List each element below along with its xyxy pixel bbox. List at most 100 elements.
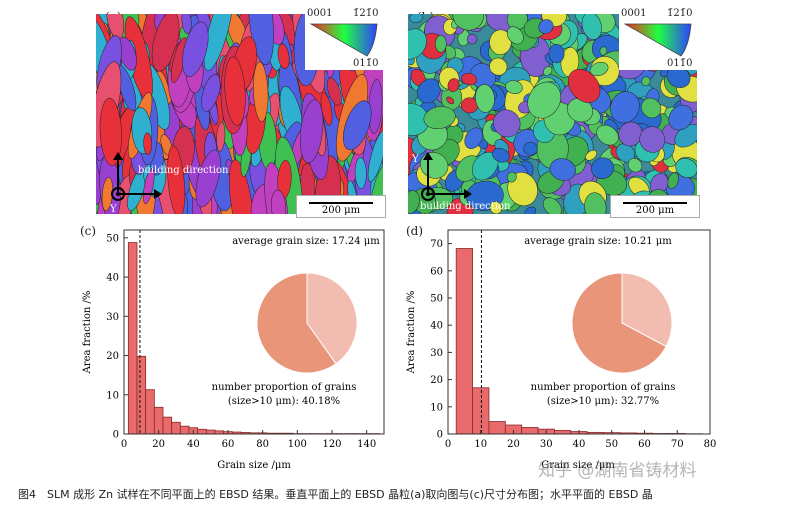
grain-ebsd-b-397 <box>639 126 666 153</box>
x-tick-label-d-5: 50 <box>605 439 618 450</box>
ipf-key-0001: 0001 <box>307 8 333 19</box>
grain-ebsd-a-277 <box>367 130 383 183</box>
proportion-line1-c: number proportion of grains <box>212 382 357 393</box>
axis-y-label-a: Y <box>110 204 117 215</box>
grain-ebsd-b-326 <box>505 80 523 94</box>
ipf-key-0110-b: 011̄0 <box>667 58 693 69</box>
grain-ebsd-a-335 <box>203 14 233 71</box>
grain-ebsd-b-380 <box>523 141 538 156</box>
grain-ebsd-b-402 <box>596 124 619 146</box>
axes-icon-b <box>421 152 472 201</box>
y-axis-label-d: Area fraction /% <box>406 291 417 375</box>
y-tick-label-d-4: 40 <box>430 321 443 332</box>
grain-ebsd-a-305 <box>201 74 221 112</box>
bar-c-1 <box>136 355 147 435</box>
grain-ebsd-b-224 <box>524 206 537 214</box>
ipf-triangle-icon-b <box>623 23 692 57</box>
x-axis-label-c: Grain size /μm <box>217 460 291 471</box>
x-tick-label-d-2: 20 <box>507 439 520 450</box>
grain-ebsd-b-389 <box>549 158 576 181</box>
watermark: 知乎 @湖南省铸材料 <box>538 461 697 481</box>
average-grain-size-c: average grain size: 17.24 μm <box>232 236 380 247</box>
grain-ebsd-b-189 <box>543 66 553 76</box>
grain-ebsd-a-267 <box>354 157 367 189</box>
grain-ebsd-b-355 <box>435 34 447 53</box>
grain-ebsd-a-400 <box>195 149 221 208</box>
grain-ebsd-b-413 <box>527 81 562 119</box>
grain-ebsd-a-418 <box>181 14 192 34</box>
y-tick-label-c-2: 20 <box>106 351 119 362</box>
grain-ebsd-b-373 <box>489 29 512 55</box>
grain-ebsd-b-336 <box>543 197 562 214</box>
grain-ebsd-b-385 <box>461 72 477 86</box>
bar-d-4 <box>521 427 539 435</box>
grain-ebsd-b-325 <box>464 127 483 149</box>
bar-d-6 <box>554 430 572 435</box>
pie-slice-d-1 <box>571 272 667 374</box>
grain-ebsd-b-379 <box>475 84 495 113</box>
grain-ebsd-a-336 <box>277 43 290 70</box>
grain-ebsd-a-383 <box>182 21 209 77</box>
ipf-key-0001-b: 0001 <box>621 8 647 19</box>
ipf-key-1210-b: 1̄21̄0 <box>667 8 693 19</box>
grain-ebsd-b-416 <box>452 14 484 31</box>
grain-ebsd-b-395 <box>489 57 508 76</box>
bar-d-1 <box>472 387 490 435</box>
y-axis-label-c: Area fraction /% <box>82 291 93 375</box>
x-axis-label-d: Grain size /μm <box>541 460 615 471</box>
bar-c-2 <box>145 389 155 435</box>
grain-ebsd-b-383 <box>627 158 643 173</box>
scale-bar-a: 200 μm <box>296 195 386 218</box>
building-direction-label-b: building direction <box>420 201 511 212</box>
plot-frame-d <box>447 229 711 435</box>
y-tick-label-d-7: 70 <box>430 239 443 250</box>
ebsd-map-horizontal <box>408 14 697 214</box>
grain-ebsd-b-351 <box>675 158 697 178</box>
grain-size-chart-d: 0 10 20 30 40 50 60 70 80 0 10 20 30 40 50 60 70 average… <box>406 229 716 471</box>
y-tick-label-d-6: 60 <box>430 266 443 277</box>
plot-frame-c <box>123 229 385 435</box>
x-tick-label-d-6: 60 <box>638 439 651 450</box>
grain-ebsd-b-408 <box>538 19 554 34</box>
y-tick-label-d-0: 0 <box>437 430 443 441</box>
x-tick-label-c-2: 40 <box>187 439 200 450</box>
axes-icon-a <box>111 152 162 201</box>
grain-ebsd-b-327 <box>581 14 602 40</box>
grain-ebsd-b-407 <box>584 192 607 214</box>
pie-slice-d-0 <box>621 272 673 348</box>
panel-d-letter: (d) <box>406 224 424 238</box>
grain-ebsd-b-378 <box>493 109 521 138</box>
bar-c-9 <box>205 429 216 435</box>
y-tick-label-c-1: 10 <box>106 390 119 401</box>
grain-ebsd-b-418 <box>447 78 460 92</box>
figure-caption: 图4 SLM 成形 Zn 试样在不同平面上的 EBSD 结果。垂直平面上的 EB… <box>18 488 653 501</box>
grain-ebsd-b-345 <box>591 157 614 179</box>
bar-c-5 <box>171 421 181 435</box>
grain-ebsd-b-409 <box>491 147 510 163</box>
grain-size-chart-c: 0 20 40 60 80 100 120 140 0 10 20 30 40 50 average gr… <box>82 229 385 471</box>
y-tick-label-c-4: 40 <box>106 273 119 284</box>
grain-ebsd-b-93 <box>466 33 478 45</box>
x-tick-label-d-0: 0 <box>445 439 451 450</box>
bar-c-3 <box>153 406 164 435</box>
proportion-line1-d: number proportion of grains <box>531 382 676 393</box>
grain-ebsd-a-419 <box>167 145 186 214</box>
grain-ebsd-b-394 <box>446 96 455 105</box>
grain-ebsd-b-338 <box>641 97 662 119</box>
bar-c-8 <box>197 428 207 435</box>
scale-bar-line-a <box>309 202 373 204</box>
grain-ebsd-b-305 <box>409 14 424 23</box>
x-tick-label-c-6: 120 <box>322 439 341 450</box>
grain-ebsd-b-410 <box>599 46 608 56</box>
grain-ebsd-a-415 <box>299 99 324 164</box>
grain-ebsd-a-390 <box>99 97 122 166</box>
bar-d-0 <box>455 248 473 435</box>
pie-slice-c-1 <box>256 272 337 374</box>
grain-ebsd-b-396 <box>506 26 524 45</box>
x-tick-label-d-7: 70 <box>671 439 684 450</box>
y-tick-label-d-2: 20 <box>430 375 443 386</box>
grain-ebsd-b-365 <box>610 91 640 124</box>
x-tick-label-c-4: 80 <box>256 439 269 450</box>
scale-bar-text-a: 200 μm <box>321 205 361 216</box>
scale-bar-b: 200 μm <box>610 195 700 218</box>
